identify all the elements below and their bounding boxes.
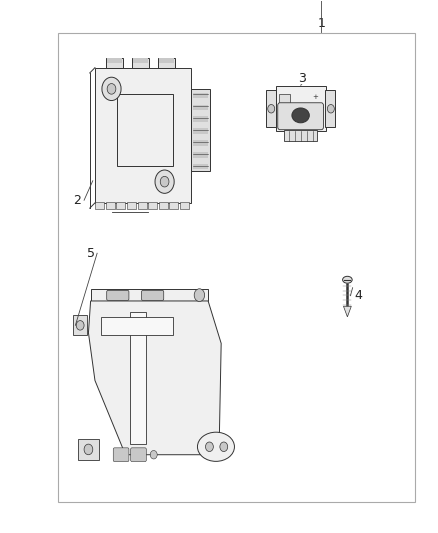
- Bar: [132, 58, 149, 68]
- Circle shape: [155, 170, 174, 193]
- Circle shape: [194, 289, 205, 302]
- Text: 5: 5: [87, 247, 95, 260]
- Bar: [73, 316, 87, 335]
- Circle shape: [102, 77, 121, 101]
- Bar: [193, 93, 208, 98]
- Bar: [95, 203, 104, 209]
- Bar: [276, 86, 325, 131]
- Bar: [133, 58, 148, 63]
- Circle shape: [107, 84, 116, 94]
- Bar: [170, 203, 178, 209]
- Bar: [148, 203, 157, 209]
- Text: 3: 3: [298, 72, 306, 85]
- Bar: [106, 58, 123, 68]
- Polygon shape: [343, 306, 351, 317]
- Bar: [159, 203, 168, 209]
- Bar: [193, 164, 208, 169]
- Bar: [191, 89, 210, 171]
- Bar: [193, 152, 208, 158]
- FancyBboxPatch shape: [278, 103, 323, 130]
- Circle shape: [220, 442, 228, 451]
- Bar: [325, 91, 335, 127]
- Bar: [266, 91, 276, 127]
- Bar: [193, 104, 208, 110]
- Ellipse shape: [343, 276, 352, 283]
- Bar: [78, 439, 99, 460]
- Polygon shape: [88, 301, 221, 455]
- FancyBboxPatch shape: [107, 290, 129, 301]
- Circle shape: [327, 104, 334, 113]
- Bar: [127, 203, 136, 209]
- Bar: [284, 130, 317, 141]
- Bar: [106, 203, 115, 209]
- Ellipse shape: [292, 108, 309, 123]
- Bar: [107, 58, 122, 63]
- Bar: [58, 33, 415, 503]
- Circle shape: [84, 444, 93, 455]
- Bar: [193, 116, 208, 122]
- Text: 1: 1: [318, 17, 325, 30]
- Text: 4: 4: [354, 289, 362, 302]
- Text: 2: 2: [74, 193, 81, 207]
- FancyBboxPatch shape: [141, 290, 164, 301]
- FancyBboxPatch shape: [113, 448, 129, 462]
- Bar: [193, 128, 208, 134]
- Ellipse shape: [198, 432, 234, 462]
- Bar: [102, 317, 173, 335]
- Bar: [130, 312, 146, 444]
- Bar: [138, 203, 147, 209]
- Circle shape: [76, 320, 84, 330]
- Bar: [279, 94, 290, 104]
- Bar: [193, 140, 208, 146]
- Bar: [180, 203, 189, 209]
- Bar: [158, 58, 176, 68]
- Text: +: +: [312, 94, 318, 101]
- Bar: [117, 94, 173, 166]
- FancyBboxPatch shape: [131, 448, 146, 462]
- Circle shape: [268, 104, 275, 113]
- Bar: [116, 203, 125, 209]
- Bar: [159, 58, 174, 63]
- Circle shape: [160, 176, 169, 187]
- Circle shape: [205, 442, 213, 451]
- Bar: [91, 289, 208, 301]
- Circle shape: [150, 450, 157, 459]
- Bar: [95, 68, 191, 203]
